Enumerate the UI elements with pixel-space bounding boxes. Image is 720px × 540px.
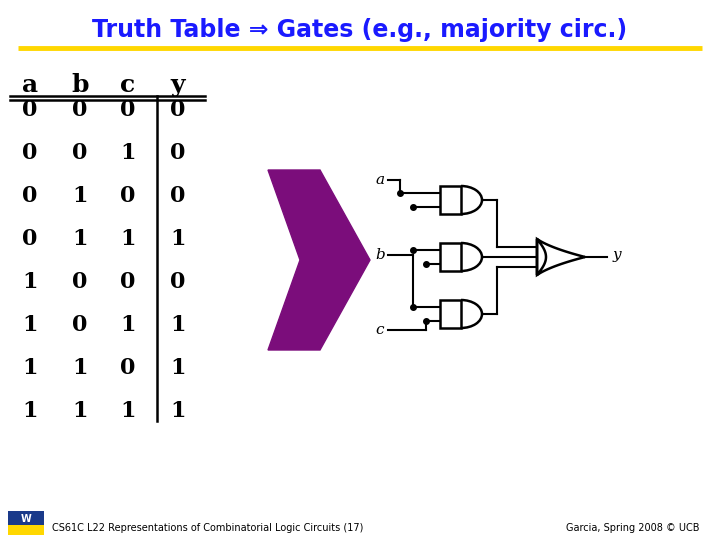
Text: 1: 1 bbox=[170, 228, 186, 250]
Text: 1: 1 bbox=[72, 400, 88, 422]
Text: 0: 0 bbox=[120, 185, 135, 207]
Text: 0: 0 bbox=[120, 357, 135, 379]
Text: y: y bbox=[171, 73, 185, 97]
Text: 1: 1 bbox=[22, 271, 37, 293]
Bar bbox=[8, 511, 44, 535]
Text: a: a bbox=[375, 173, 384, 187]
Text: b: b bbox=[71, 73, 89, 97]
Text: 1: 1 bbox=[120, 142, 136, 164]
Text: Garcia, Spring 2008 © UCB: Garcia, Spring 2008 © UCB bbox=[567, 523, 700, 533]
Text: 1: 1 bbox=[120, 228, 136, 250]
Text: b: b bbox=[375, 248, 385, 262]
Text: 0: 0 bbox=[72, 271, 88, 293]
Text: 0: 0 bbox=[22, 185, 37, 207]
Bar bbox=[440, 186, 461, 214]
Bar bbox=[440, 243, 461, 271]
Text: 1: 1 bbox=[120, 400, 136, 422]
Text: 0: 0 bbox=[72, 314, 88, 336]
Text: 1: 1 bbox=[170, 314, 186, 336]
Bar bbox=[8, 525, 44, 535]
Bar bbox=[440, 300, 461, 328]
Text: y: y bbox=[613, 248, 621, 262]
Polygon shape bbox=[537, 239, 585, 275]
Text: 1: 1 bbox=[22, 400, 37, 422]
Text: a: a bbox=[22, 73, 38, 97]
Text: 0: 0 bbox=[171, 99, 186, 121]
Text: 0: 0 bbox=[171, 185, 186, 207]
Polygon shape bbox=[268, 170, 370, 350]
Text: 1: 1 bbox=[72, 185, 88, 207]
Text: 1: 1 bbox=[120, 314, 136, 336]
Text: 1: 1 bbox=[170, 400, 186, 422]
Text: 0: 0 bbox=[22, 228, 37, 250]
Text: 1: 1 bbox=[22, 357, 37, 379]
Text: 1: 1 bbox=[22, 314, 37, 336]
Text: 0: 0 bbox=[120, 99, 135, 121]
Text: 0: 0 bbox=[171, 271, 186, 293]
Text: c: c bbox=[120, 73, 135, 97]
Text: c: c bbox=[376, 323, 384, 337]
Text: 0: 0 bbox=[22, 142, 37, 164]
Text: CS61C L22 Representations of Combinatorial Logic Circuits (17): CS61C L22 Representations of Combinatori… bbox=[52, 523, 364, 533]
Text: 1: 1 bbox=[72, 357, 88, 379]
Text: 0: 0 bbox=[120, 271, 135, 293]
Text: 0: 0 bbox=[72, 142, 88, 164]
Text: Truth Table ⇒ Gates (e.g., majority circ.): Truth Table ⇒ Gates (e.g., majority circ… bbox=[92, 18, 628, 42]
Text: 0: 0 bbox=[22, 99, 37, 121]
Text: 0: 0 bbox=[171, 142, 186, 164]
Text: 0: 0 bbox=[72, 99, 88, 121]
Text: 1: 1 bbox=[170, 357, 186, 379]
Text: 1: 1 bbox=[72, 228, 88, 250]
Text: W: W bbox=[21, 515, 32, 524]
